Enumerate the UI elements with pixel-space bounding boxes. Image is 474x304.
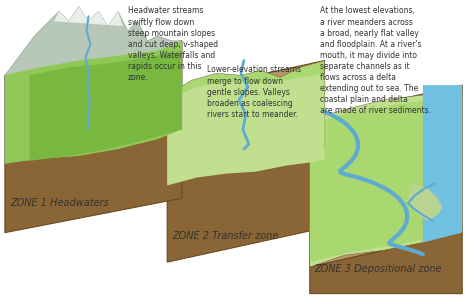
Text: Lower-elevation streams
merge to flow down
gentle slopes. Valleys
broaden as coa: Lower-elevation streams merge to flow do… [207, 65, 301, 119]
Polygon shape [5, 41, 182, 164]
Polygon shape [54, 6, 123, 26]
Polygon shape [310, 85, 462, 267]
Text: ZONE 1 Headwaters: ZONE 1 Headwaters [10, 198, 109, 208]
Text: ZONE 2 Transfer zone: ZONE 2 Transfer zone [172, 231, 278, 241]
Text: At the lowest elevations,
a river meanders across
a broad, nearly flat valley
an: At the lowest elevations, a river meande… [319, 6, 430, 115]
Polygon shape [423, 85, 462, 243]
Polygon shape [310, 233, 462, 294]
Polygon shape [29, 51, 182, 161]
Polygon shape [167, 60, 325, 184]
Polygon shape [167, 60, 325, 184]
Polygon shape [167, 149, 325, 262]
Text: Headwater streams
swiftly flow down
steep mountain slopes
and cut deep, v-shaped: Headwater streams swiftly flow down stee… [128, 6, 218, 82]
Polygon shape [5, 6, 182, 164]
Polygon shape [310, 93, 462, 262]
Text: ZONE 3 Depositional zone: ZONE 3 Depositional zone [315, 264, 442, 274]
Polygon shape [310, 85, 462, 267]
Polygon shape [408, 184, 443, 221]
Polygon shape [5, 41, 182, 164]
Polygon shape [167, 73, 325, 185]
Polygon shape [5, 130, 182, 233]
